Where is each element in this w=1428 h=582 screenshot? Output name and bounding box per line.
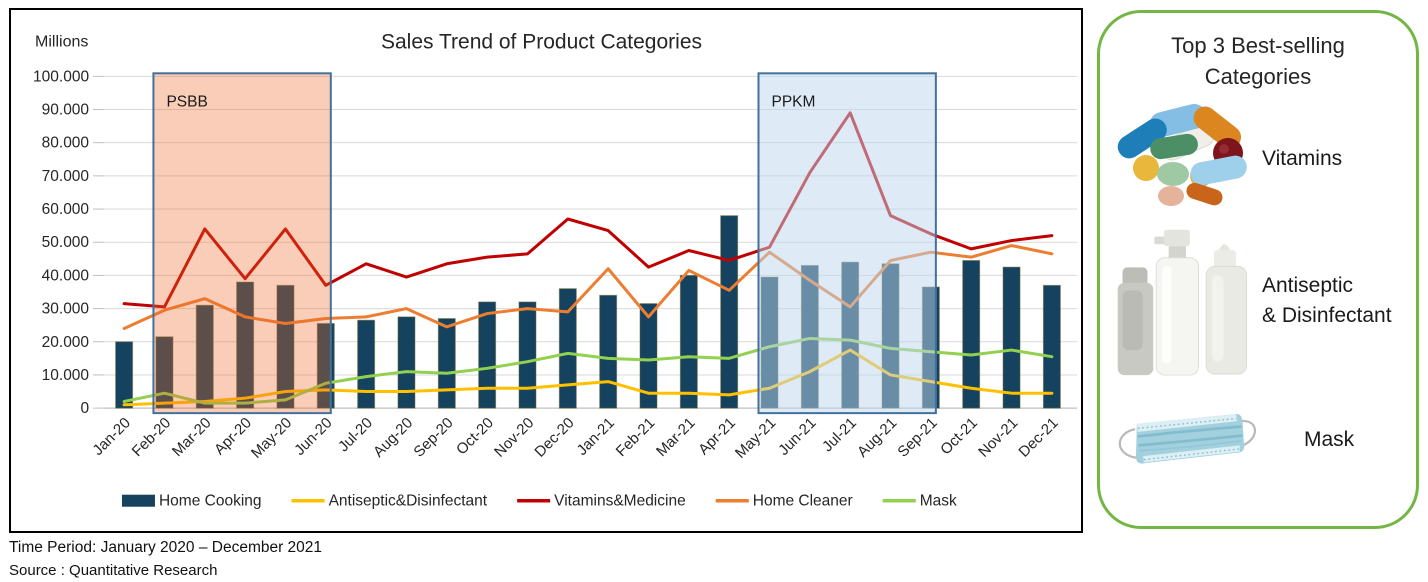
x-tick-label-oct-21: Oct-21 bbox=[937, 414, 981, 458]
x-tick-label-feb-21: Feb-21 bbox=[613, 414, 659, 460]
x-tick-label-sep-20: Sep-20 bbox=[410, 414, 456, 460]
panel-item-mask: Mask bbox=[1110, 381, 1408, 499]
y-tick-label: 10.000 bbox=[42, 367, 90, 384]
ppkm-region-label: PPKM bbox=[772, 93, 816, 110]
legend-item-vitamins-medicine: Vitamins&Medicine bbox=[517, 493, 686, 510]
y-tick-label: 0 bbox=[80, 400, 89, 417]
chart-legend: Home Cooking Antiseptic&Disinfectant Vitam… bbox=[121, 493, 957, 510]
legend-label-antiseptic-disinfectant: Antiseptic&Disinfectant bbox=[329, 493, 488, 510]
panel-item-antiseptic: Antiseptic & Disinfectant bbox=[1110, 225, 1408, 377]
legend-item-mask: Mask bbox=[882, 493, 957, 510]
x-tick-label-oct-20: Oct-20 bbox=[453, 414, 497, 458]
panel-item-vitamins: Vitamins bbox=[1110, 93, 1408, 225]
top3-best-selling-panel: Top 3 Best-selling Categories Vitamin bbox=[1097, 10, 1419, 529]
x-tick-label-nov-20: Nov-20 bbox=[491, 414, 537, 460]
legend-label-vitamins-medicine: Vitamins&Medicine bbox=[554, 493, 686, 510]
y-tick-label: 30.000 bbox=[42, 301, 90, 318]
x-tick-label-aug-21: Aug-21 bbox=[854, 414, 900, 460]
x-tick-label-nov-21: Nov-21 bbox=[975, 414, 1021, 460]
pills-icon bbox=[1110, 98, 1262, 220]
x-tick-label-feb-20: Feb-20 bbox=[129, 414, 175, 460]
bar-Feb-20 bbox=[155, 336, 174, 409]
y-tick-label: 20.000 bbox=[42, 334, 90, 351]
bar-Mar-21 bbox=[679, 274, 698, 409]
bar-Jan-21 bbox=[599, 294, 618, 409]
legend-item-home-cooking: Home Cooking bbox=[121, 493, 262, 510]
axis-unit-label: Millions bbox=[35, 33, 88, 50]
spray-bottles-illustration bbox=[1117, 229, 1248, 376]
spray-bottles-icon bbox=[1110, 225, 1262, 377]
legend-label-home-cleaner: Home Cleaner bbox=[753, 493, 853, 510]
bar-Apr-21 bbox=[720, 215, 739, 409]
x-tick-label-sep-21: Sep-21 bbox=[894, 414, 940, 460]
x-tick-label-apr-20: Apr-20 bbox=[211, 414, 255, 458]
legend-item-antiseptic-disinfectant: Antiseptic&Disinfectant bbox=[291, 493, 488, 510]
x-tick-label-jun-20: Jun-20 bbox=[291, 414, 335, 458]
y-tick-label: 70.000 bbox=[42, 168, 90, 185]
time-period-text: Time Period: January 2020 – December 202… bbox=[9, 539, 323, 556]
bar-Sep-20 bbox=[437, 318, 456, 409]
source-text: Source : Quantitative Research bbox=[9, 562, 218, 579]
bar-Jul-20 bbox=[357, 319, 376, 409]
bar-Oct-21 bbox=[962, 259, 981, 409]
chart-title: Sales Trend of Product Categories bbox=[381, 30, 702, 53]
x-tick-label-may-20: May-20 bbox=[248, 414, 295, 461]
panel-title-line2: Categories bbox=[1204, 64, 1312, 89]
legend-label-mask: Mask bbox=[920, 493, 957, 510]
bar-Aug-20 bbox=[397, 316, 416, 409]
y-tick-label: 100.000 bbox=[33, 68, 89, 85]
y-tick-label: 80.000 bbox=[42, 135, 90, 152]
legend-swatch-home-cooking bbox=[121, 494, 155, 507]
panel-item-label-vitamins: Vitamins bbox=[1262, 147, 1343, 170]
bar-Dec-21 bbox=[1042, 284, 1061, 409]
x-tick-label-dec-21: Dec-21 bbox=[1015, 414, 1061, 460]
panel-title: Top 3 Best-selling Categories bbox=[1100, 30, 1416, 92]
x-tick-label-apr-21: Apr-21 bbox=[695, 414, 739, 458]
y-tick-label: 40.000 bbox=[42, 267, 90, 284]
y-tick-label: 90.000 bbox=[42, 102, 90, 119]
bar-Mar-20 bbox=[195, 304, 214, 409]
sales-trend-chart: 0 10.000 20.000 30.000 40.000 50.000 60.000 70.… bbox=[33, 30, 1077, 510]
x-tick-label-jun-21: Jun-21 bbox=[775, 414, 819, 458]
x-tick-label-may-21: May-21 bbox=[732, 414, 779, 461]
psbb-region bbox=[152, 72, 332, 415]
panel-item-label-antiseptic: Antiseptic & Disinfectant bbox=[1262, 274, 1392, 327]
pills-illustration bbox=[1117, 103, 1247, 206]
x-tick-label-jan-20: Jan-20 bbox=[89, 414, 133, 458]
legend-label-home-cooking: Home Cooking bbox=[159, 493, 262, 510]
x-tick-label-dec-20: Dec-20 bbox=[531, 414, 577, 460]
face-mask-icon bbox=[1110, 390, 1262, 490]
bar-Nov-21 bbox=[1002, 266, 1021, 409]
bar-Feb-21 bbox=[639, 303, 658, 409]
bar-Oct-20 bbox=[478, 301, 497, 409]
x-tick-label-jan-21: Jan-21 bbox=[574, 414, 618, 458]
psbb-region-label: PSBB bbox=[166, 93, 207, 110]
y-tick-label: 60.000 bbox=[42, 201, 90, 218]
x-tick-label-mar-20: Mar-20 bbox=[169, 414, 215, 460]
face-mask-illustration bbox=[1118, 413, 1257, 464]
sales-trend-chart-panel: 0 10.000 20.000 30.000 40.000 50.000 60.000 70.… bbox=[9, 8, 1083, 533]
x-tick-label-mar-21: Mar-21 bbox=[653, 414, 699, 460]
panel-item-label-mask: Mask bbox=[1304, 428, 1355, 451]
x-tick-label-aug-20: Aug-20 bbox=[370, 414, 416, 460]
bar-Nov-20 bbox=[518, 301, 537, 409]
ppkm-region bbox=[757, 72, 937, 415]
bar-Dec-20 bbox=[558, 288, 577, 409]
legend-item-home-cleaner: Home Cleaner bbox=[715, 493, 853, 510]
bar-May-20 bbox=[276, 284, 295, 409]
y-tick-label: 50.000 bbox=[42, 234, 90, 251]
panel-title-line1: Top 3 Best-selling bbox=[1171, 33, 1345, 58]
bar-Jan-20 bbox=[115, 341, 134, 409]
